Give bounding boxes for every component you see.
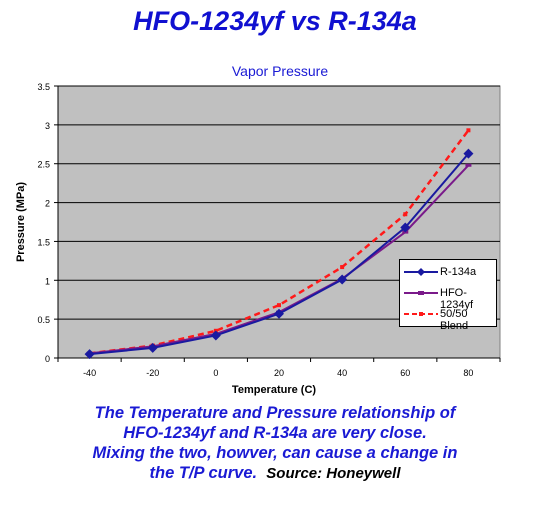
caption-source: Source: Honeywell: [266, 465, 401, 482]
legend-swatch-hfo1234yf: [404, 291, 438, 295]
x-tick-label: -20: [146, 368, 159, 378]
y-tick-label: 3.5: [37, 82, 50, 92]
data-point-50-50-blend: [277, 303, 281, 308]
y-tick-label: 0.5: [37, 315, 50, 325]
page-title: HFO-1234yf vs R-134a: [133, 6, 417, 36]
legend-label-r134a: R-134a: [440, 266, 477, 278]
x-axis-label: Temperature (C): [232, 384, 316, 396]
legend-item-r134a: R-134a: [400, 263, 496, 284]
caption-line-4: the T/P curve.: [149, 464, 258, 482]
caption-line-3: Mixing the two, howver, can cause a chan…: [92, 444, 458, 462]
y-tick-label: 0: [45, 354, 50, 364]
data-point-r-134a: [274, 308, 284, 319]
legend-label-blend: 50/50 Blend: [440, 308, 469, 332]
x-tick-label: -40: [83, 368, 96, 378]
x-tick-label: 80: [463, 368, 473, 378]
data-point-r-134a: [84, 349, 95, 360]
x-tick-label: 40: [337, 368, 347, 378]
caption-line-2: HFO-1234yf and R-134a are very close.: [123, 424, 427, 442]
data-point-50-50-blend: [466, 128, 471, 133]
chart-legend: R-134a HFO-1234yf 50/50 Blend: [399, 259, 497, 332]
y-tick-label: 3: [45, 121, 50, 131]
y-tick-label: 1.5: [37, 237, 50, 247]
x-tick-label: 0: [213, 368, 218, 378]
y-tick-label: 2: [45, 199, 50, 209]
data-point-50-50-blend: [403, 212, 408, 217]
data-point-r-134a: [337, 274, 348, 285]
caption: The Temperature and Pressure relationshi…: [40, 403, 510, 484]
data-point-r-134a: [463, 148, 474, 159]
y-tick-label: 2.5: [37, 160, 50, 170]
data-point-50-50-blend: [340, 265, 345, 270]
data-point-r-134a: [400, 222, 411, 233]
data-point-r-134a: [210, 330, 221, 341]
legend-swatch-r134a: [404, 268, 438, 276]
chart-title: Vapor Pressure: [232, 63, 328, 79]
x-tick-label: 60: [400, 368, 410, 378]
caption-line-1: The Temperature and Pressure relationshi…: [94, 404, 456, 422]
legend-label-hfo1234yf: HFO-1234yf: [440, 287, 474, 311]
y-axis-label: Pressure (MPa): [15, 182, 27, 262]
legend-item-blend: 50/50 Blend: [400, 305, 496, 332]
legend-swatch-blend: [404, 312, 438, 316]
y-tick-label: 1: [45, 276, 50, 286]
x-tick-label: 20: [274, 368, 284, 378]
data-point-r-134a: [147, 342, 158, 353]
legend-item-hfo1234yf: HFO-1234yf: [400, 284, 496, 311]
